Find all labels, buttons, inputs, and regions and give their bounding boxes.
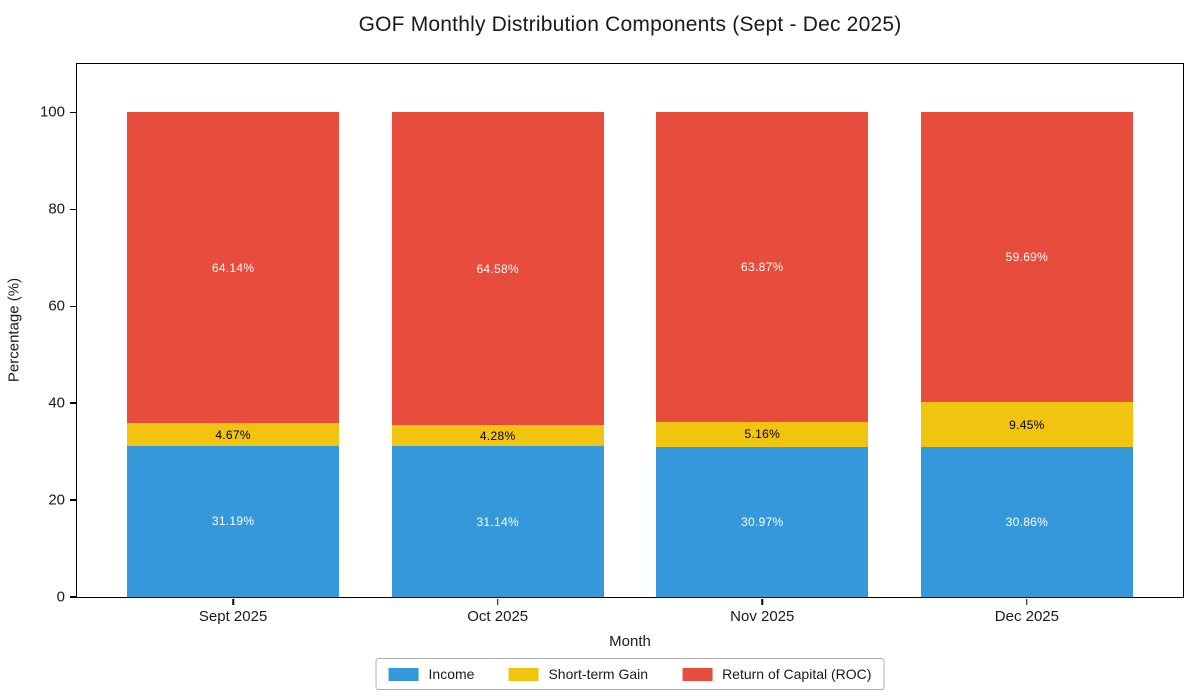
chart-title: GOF Monthly Distribution Components (Sep… bbox=[358, 13, 902, 36]
plot-area: 0 20 40 60 80 100 31.19% 4.67% 64.14% Sept 2025 31… bbox=[40, 63, 1184, 625]
bar-segment: 4.67% bbox=[127, 423, 339, 446]
bar-segment: 31.14% bbox=[391, 446, 604, 597]
value-label: 30.97% bbox=[741, 514, 784, 529]
y-tick-mark bbox=[69, 499, 76, 501]
y-tick-label: 60 bbox=[48, 297, 65, 315]
value-label: 4.67% bbox=[215, 427, 251, 442]
x-tick-mark bbox=[496, 598, 499, 605]
value-label: 59.69% bbox=[1005, 250, 1049, 265]
bar-segment: 63.87% bbox=[656, 112, 869, 422]
bar-group: 30.97% 5.16% 63.87% bbox=[656, 64, 869, 597]
value-label: 64.14% bbox=[211, 260, 255, 275]
value-label: 63.87% bbox=[741, 260, 784, 275]
bar-group: 30.86% 9.45% 59.69% bbox=[921, 64, 1133, 597]
legend-swatch bbox=[508, 667, 539, 681]
x-tick-label: Sept 2025 bbox=[198, 608, 268, 625]
y-tick-mark bbox=[69, 305, 76, 308]
value-label: 4.28% bbox=[479, 428, 516, 443]
y-tick-label: 100 bbox=[39, 103, 65, 121]
legend-item: Short-term Gain bbox=[508, 666, 648, 682]
y-tick-mark bbox=[69, 596, 76, 598]
y-tick-label: 20 bbox=[48, 491, 65, 509]
x-tick-label: Dec 2025 bbox=[994, 608, 1059, 625]
value-label: 30.86% bbox=[1005, 515, 1049, 530]
value-label: 5.16% bbox=[744, 427, 781, 442]
legend-swatch bbox=[682, 667, 713, 681]
legend-item: Return of Capital (ROC) bbox=[682, 666, 871, 682]
bar-segment: 30.97% bbox=[656, 446, 869, 597]
y-tick-label: 0 bbox=[56, 588, 65, 606]
x-tick-mark bbox=[1026, 598, 1028, 605]
legend-label: Return of Capital (ROC) bbox=[722, 666, 872, 682]
bar-segment: 59.69% bbox=[921, 112, 1133, 402]
legend: Income Short-term Gain Return of Capital (… bbox=[375, 658, 885, 690]
y-tick-label: 80 bbox=[48, 200, 65, 218]
bar-segment: 30.86% bbox=[921, 447, 1133, 597]
bar-segment: 64.14% bbox=[127, 112, 339, 424]
value-label: 31.14% bbox=[476, 514, 519, 529]
legend-item: Income bbox=[388, 666, 475, 682]
y-tick-mark bbox=[69, 111, 76, 114]
y-tick-mark bbox=[69, 402, 76, 404]
x-tick-label: Oct 2025 bbox=[467, 608, 529, 625]
bar-group: 31.19% 4.67% 64.14% bbox=[127, 64, 339, 597]
y-tick-mark bbox=[69, 208, 76, 211]
bar-segment: 64.58% bbox=[391, 112, 604, 426]
x-tick-mark bbox=[232, 598, 234, 605]
legend-label: Income bbox=[428, 666, 475, 682]
x-axis-label: Month bbox=[609, 633, 651, 650]
x-tick-label: Nov 2025 bbox=[730, 608, 795, 625]
value-label: 9.45% bbox=[1009, 417, 1045, 432]
bar-group: 31.14% 4.28% 64.58% bbox=[391, 64, 604, 597]
y-axis-label: Percentage (%) bbox=[5, 277, 23, 383]
value-label: 31.19% bbox=[211, 514, 255, 529]
legend-label: Short-term Gain bbox=[548, 666, 649, 682]
value-label: 64.58% bbox=[476, 261, 519, 276]
bar-segment: 9.45% bbox=[921, 401, 1133, 448]
y-tick-label: 40 bbox=[48, 394, 65, 412]
x-tick-mark bbox=[761, 598, 764, 605]
bar-segment: 4.28% bbox=[391, 425, 604, 447]
legend-swatch bbox=[388, 667, 419, 681]
bar-segment: 5.16% bbox=[656, 421, 869, 447]
bar-segment: 31.19% bbox=[127, 445, 339, 597]
